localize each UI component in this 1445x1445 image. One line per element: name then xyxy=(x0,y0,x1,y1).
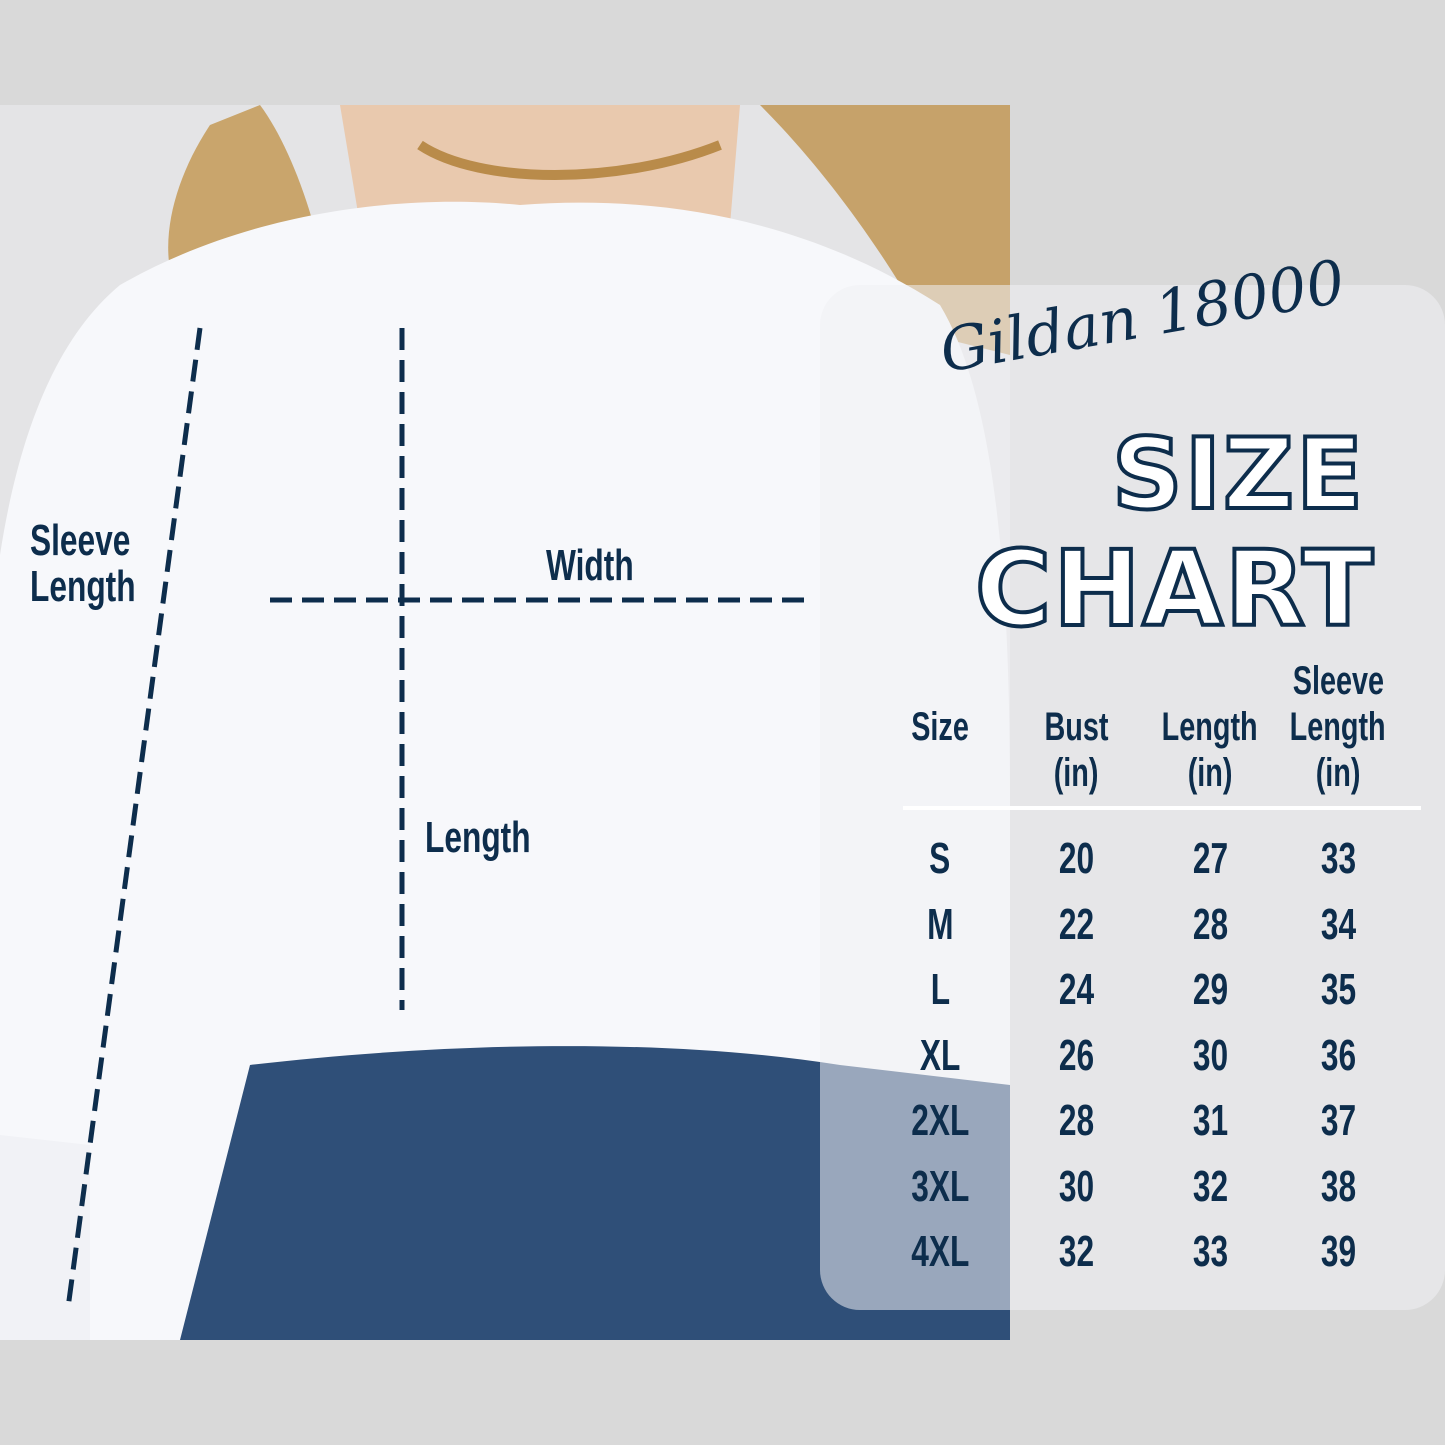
table-cell: L xyxy=(860,965,1020,1015)
header-text: Length xyxy=(1290,705,1386,749)
cell-value: 39 xyxy=(1320,1227,1356,1276)
table-cell: 4XL xyxy=(860,1227,1020,1277)
cell-value: 22 xyxy=(1058,899,1094,949)
sleeve-label-line1: Sleeve xyxy=(30,516,131,565)
table-cell: 29 xyxy=(1130,965,1290,1015)
cell-value: 29 xyxy=(1192,965,1228,1014)
cell-value: 38 xyxy=(1320,1161,1356,1211)
table-cell: S xyxy=(860,834,1020,884)
heading-size: SIZE xyxy=(1110,416,1366,534)
table-cell: 27 xyxy=(1130,834,1290,884)
table-cell: 24 xyxy=(996,965,1156,1015)
column-header-sleeve-length: Sleeve Length (in) xyxy=(1238,658,1438,796)
table-cell: 2XL xyxy=(860,1096,1020,1146)
cell-value: 30 xyxy=(1058,1161,1094,1211)
cell-value: 37 xyxy=(1320,1096,1356,1145)
table-cell: 31 xyxy=(1130,1096,1290,1146)
width-label: Width xyxy=(546,541,634,590)
table-cell: 30 xyxy=(996,1162,1156,1212)
cell-value: 32 xyxy=(1192,1161,1228,1211)
table-cell: 35 xyxy=(1258,965,1418,1015)
table-cell: 26 xyxy=(996,1031,1156,1081)
cell-value: 32 xyxy=(1058,1227,1094,1276)
cell-value: S xyxy=(929,834,951,883)
table-cell: 22 xyxy=(996,900,1156,950)
table-cell: 28 xyxy=(996,1096,1156,1146)
table-cell: 32 xyxy=(1130,1162,1290,1212)
table-cell: M xyxy=(860,900,1020,950)
size-chart-panel xyxy=(820,285,1445,1310)
heading-chart: CHART xyxy=(973,526,1376,652)
table-cell: 32 xyxy=(996,1227,1156,1277)
cell-value: XL xyxy=(919,1030,961,1080)
sleeve-label-line2: Length xyxy=(30,562,136,611)
cell-value: 35 xyxy=(1320,965,1356,1014)
column-header-size: Size xyxy=(840,658,1040,796)
table-cell: 28 xyxy=(1130,900,1290,950)
cell-value: 34 xyxy=(1320,899,1356,949)
header-text: (in) xyxy=(1053,751,1099,795)
cell-value: 2XL xyxy=(910,1096,970,1145)
cell-value: 31 xyxy=(1192,1096,1228,1145)
length-label: Length xyxy=(425,813,531,862)
table-cell: 37 xyxy=(1258,1096,1418,1146)
table-cell: 3XL xyxy=(860,1162,1020,1212)
cell-value: 36 xyxy=(1320,1030,1356,1080)
cell-value: L xyxy=(930,965,950,1014)
cell-value: 28 xyxy=(1192,899,1228,949)
cell-value: 24 xyxy=(1058,965,1094,1014)
cell-value: 28 xyxy=(1058,1096,1094,1145)
header-text: Size xyxy=(911,705,969,749)
cell-value: 33 xyxy=(1192,1227,1228,1276)
sleeve-length-label: Sleeve Length xyxy=(30,518,177,610)
column-header-bust: Bust (in) xyxy=(976,658,1176,796)
table-cell: 34 xyxy=(1258,900,1418,950)
cell-value: 33 xyxy=(1320,834,1356,883)
header-text: Sleeve xyxy=(1292,659,1384,703)
cell-value: 20 xyxy=(1058,834,1094,883)
column-header-length: Length (in) xyxy=(1110,658,1310,796)
cell-value: M xyxy=(926,899,954,949)
header-text: Length xyxy=(1162,705,1258,749)
header-divider xyxy=(903,806,1421,810)
header-text: (in) xyxy=(1187,751,1233,795)
cell-value: 27 xyxy=(1192,834,1228,883)
table-cell: 36 xyxy=(1258,1031,1418,1081)
cell-value: 30 xyxy=(1192,1030,1228,1080)
cell-value: 3XL xyxy=(910,1161,970,1211)
table-cell: 33 xyxy=(1258,834,1418,884)
header-text: (in) xyxy=(1315,751,1361,795)
table-cell: 30 xyxy=(1130,1031,1290,1081)
table-cell: 39 xyxy=(1258,1227,1418,1277)
table-cell: 20 xyxy=(996,834,1156,884)
cell-value: 26 xyxy=(1058,1030,1094,1080)
cell-value: 4XL xyxy=(910,1227,970,1276)
table-cell: XL xyxy=(860,1031,1020,1081)
sleeve-dashed-line xyxy=(65,327,203,1309)
table-cell: 38 xyxy=(1258,1162,1418,1212)
table-cell: 33 xyxy=(1130,1227,1290,1277)
header-text: Bust xyxy=(1043,705,1108,749)
